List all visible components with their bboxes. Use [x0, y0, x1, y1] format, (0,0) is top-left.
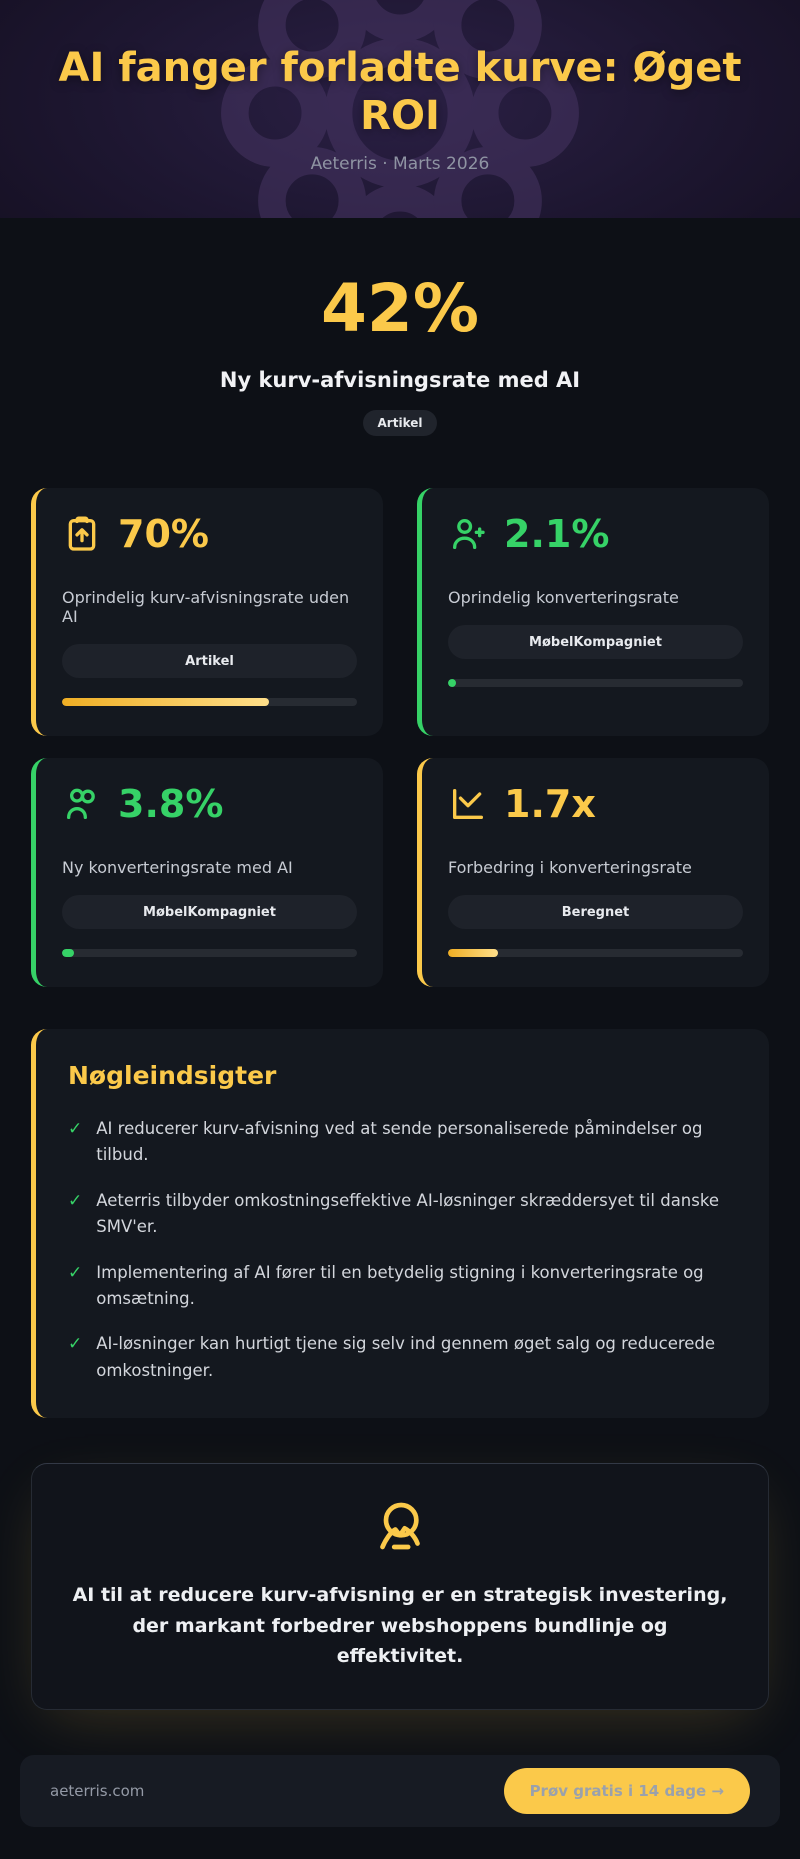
clipboard-arrow-up-icon [62, 514, 102, 554]
stat-label: Ny konverteringsrate med AI [62, 858, 293, 877]
check-icon: ✓ [68, 1334, 83, 1355]
stat-label: Forbedring i konverteringsrate [448, 858, 692, 877]
insight-item: ✓ AI-løsninger kan hurtigt tjene sig selv… [68, 1331, 737, 1384]
insight-text: Aeterris tilbyder omkostningseffektive A… [96, 1190, 719, 1237]
footer: aeterris.com Prøv gratis i 14 dage → [20, 1755, 780, 1828]
stat-label: Oprindelig kurv-afvisningsrate uden AI [62, 588, 350, 626]
stat-value: 3.8% [118, 782, 224, 826]
free-trial-button[interactable]: Prøv gratis i 14 dage → [503, 1768, 750, 1815]
hero-value: 42% [321, 270, 479, 347]
stat-card-conversion-after: 3.8% Ny konverteringsrate med AI MøbelKo… [31, 758, 383, 987]
stat-source-badge: Beregnet [448, 895, 743, 929]
stat-card-abandonment-before: 70% Oprindelig kurv-afvisningsrate uden … [31, 488, 383, 736]
stat-source-badge: MøbelKompagniet [62, 895, 357, 929]
hero-badge: Artikel [362, 410, 438, 436]
users-round-icon [62, 784, 102, 824]
progress-bar [62, 949, 357, 957]
stat-source-badge: MøbelKompagniet [448, 625, 743, 659]
check-icon: ✓ [68, 1262, 83, 1283]
insight-item: ✓ AI reducerer kurv-afvisning ved at send… [68, 1116, 737, 1169]
progress-fill [62, 949, 74, 957]
insights-title: Nøgleindsigter [68, 1061, 277, 1090]
stat-value: 70% [118, 512, 209, 556]
page-title: AI fanger forladte kurve: Øget ROI [58, 45, 742, 139]
progress-bar [448, 949, 743, 957]
key-insights-card: Nøgleindsigter ✓ AI reducerer kurv-afvisn… [31, 1029, 769, 1419]
stat-label: Oprindelig konverteringsrate [448, 588, 679, 607]
insight-text: AI reducerer kurv-afvisning ved at sende… [96, 1119, 703, 1165]
quote-card: AI til at reducere kurv-afvisning er en … [31, 1463, 769, 1711]
lightbulb-idea-icon [372, 1498, 428, 1554]
progress-fill [62, 698, 269, 706]
hero-stat: 42% Ny kurv-afvisningsrate med AI Artike… [0, 276, 800, 436]
progress-bar [448, 679, 743, 687]
insight-item: ✓ Aeterris tilbyder omkostningseffektive … [68, 1188, 737, 1241]
hero-label: Ny kurv-afvisningsrate med AI [219, 368, 581, 392]
insight-item: ✓ Implementering af AI fører til en betyd… [68, 1260, 737, 1313]
progress-fill [448, 949, 499, 957]
header: AI fanger forladte kurve: Øget ROI Aeter… [0, 0, 800, 218]
progress-fill [448, 679, 456, 687]
insights-list: ✓ AI reducerer kurv-afvisning ved at send… [68, 1116, 737, 1384]
chart-check-icon [448, 784, 488, 824]
byline: Aeterris · Marts 2026 [310, 154, 490, 174]
insight-text: AI-løsninger kan hurtigt tjene sig selv … [96, 1334, 716, 1380]
check-icon: ✓ [68, 1190, 83, 1211]
progress-bar [62, 698, 357, 706]
stat-source-badge: Artikel [62, 644, 357, 678]
stat-card-improvement: 1.7x Forbedring i konverteringsrate Bere… [417, 758, 769, 987]
stats-grid: 70% Oprindelig kurv-afvisningsrate uden … [31, 488, 769, 987]
site-url: aeterris.com [50, 1782, 145, 1801]
stat-value: 2.1% [504, 512, 610, 556]
check-icon: ✓ [68, 1119, 83, 1139]
user-plus-icon [448, 514, 488, 554]
quote-text: AI til at reducere kurv-afvisning er en … [72, 1584, 728, 1667]
stat-value: 1.7x [504, 782, 596, 826]
insight-text: Implementering af AI fører til en betyde… [96, 1262, 704, 1308]
stat-card-conversion-before: 2.1% Oprindelig konverteringsrate MøbelK… [417, 488, 769, 736]
